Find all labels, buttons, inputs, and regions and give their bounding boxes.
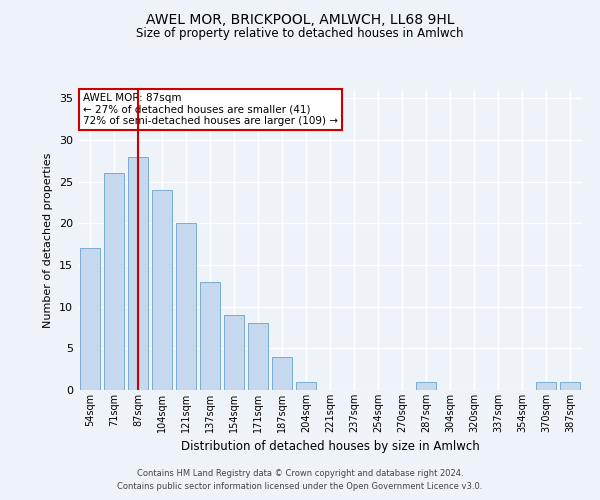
Bar (416, 382, 436, 390)
Y-axis label: Number of detached properties: Number of detached properties (43, 152, 53, 328)
X-axis label: Distribution of detached houses by size in Amlwch: Distribution of detached houses by size … (181, 440, 479, 454)
Bar (152, 190, 172, 390)
Bar (272, 356, 292, 390)
Bar (80, 248, 100, 390)
Text: Contains public sector information licensed under the Open Government Licence v3: Contains public sector information licen… (118, 482, 482, 491)
Bar (128, 156, 148, 390)
Bar (248, 324, 268, 390)
Bar (200, 282, 220, 390)
Text: Size of property relative to detached houses in Amlwch: Size of property relative to detached ho… (136, 28, 464, 40)
Bar (536, 382, 556, 390)
Bar (560, 382, 580, 390)
Bar (296, 382, 316, 390)
Bar (176, 224, 196, 390)
Bar (224, 315, 244, 390)
Bar (104, 174, 124, 390)
Text: AWEL MOR, BRICKPOOL, AMLWCH, LL68 9HL: AWEL MOR, BRICKPOOL, AMLWCH, LL68 9HL (146, 12, 454, 26)
Text: AWEL MOR: 87sqm
← 27% of detached houses are smaller (41)
72% of semi-detached h: AWEL MOR: 87sqm ← 27% of detached houses… (83, 93, 338, 126)
Text: Contains HM Land Registry data © Crown copyright and database right 2024.: Contains HM Land Registry data © Crown c… (137, 468, 463, 477)
